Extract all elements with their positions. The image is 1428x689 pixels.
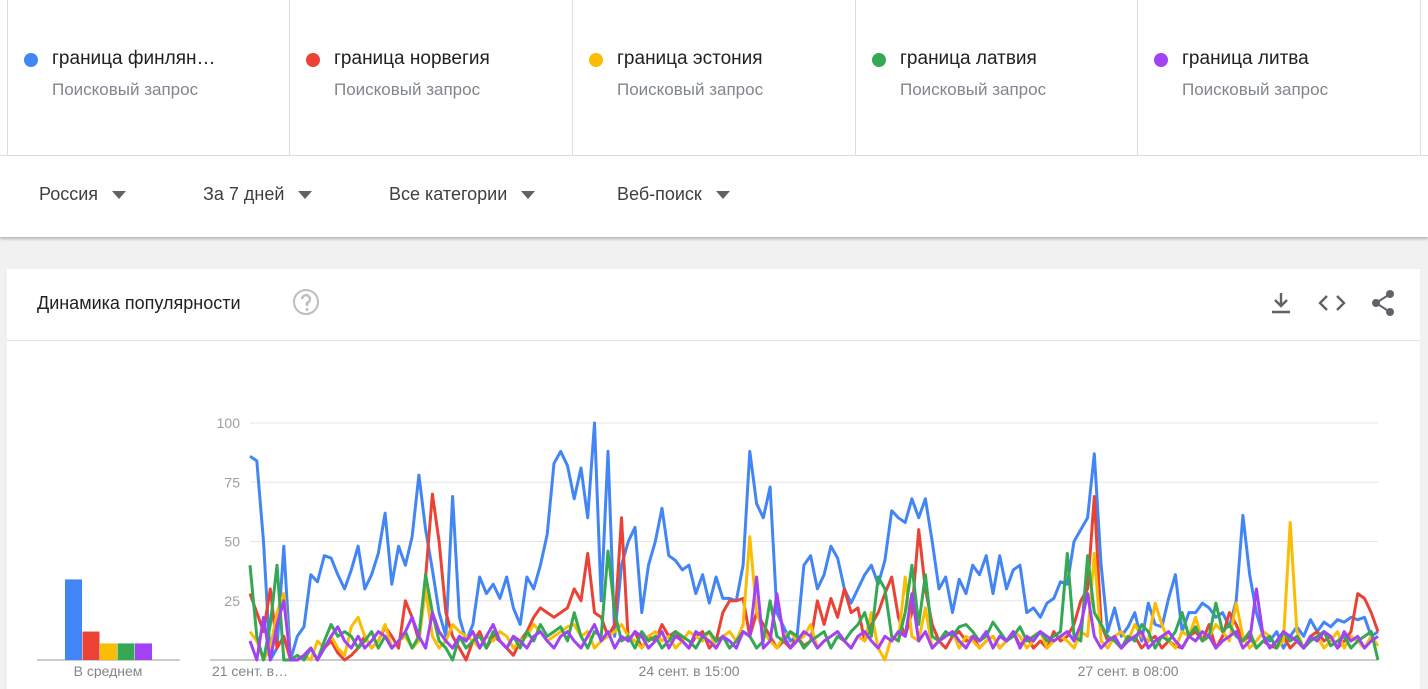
term-tab[interactable]: граница финлян… Поисковый запрос xyxy=(7,0,290,155)
x-tick-label: 27 сент. в 08:00 xyxy=(1078,663,1179,678)
share-icon[interactable] xyxy=(1370,289,1396,317)
embed-icon[interactable] xyxy=(1318,291,1346,315)
search-terms: граница финлян… Поисковый запрос граница … xyxy=(0,0,1428,156)
term-name: граница латвия xyxy=(900,48,1037,69)
term-type: Поисковый запрос xyxy=(900,80,1047,99)
filter-label: Все категории xyxy=(389,184,508,204)
average-bar xyxy=(82,631,100,660)
y-tick-label: 100 xyxy=(217,415,241,431)
y-tick-label: 50 xyxy=(224,534,240,550)
y-tick-label: 25 xyxy=(224,593,240,609)
filter[interactable]: За 7 дней xyxy=(203,184,313,205)
average-bar xyxy=(65,579,82,660)
filter-label: Россия xyxy=(39,184,99,204)
term-tab[interactable]: граница норвегия Поисковый запрос xyxy=(289,0,572,155)
caret xyxy=(715,191,730,200)
term-dot xyxy=(1154,53,1168,67)
average-bar xyxy=(135,643,152,660)
filter-label: За 7 дней xyxy=(203,184,285,204)
term-tab[interactable]: граница латвия Поисковый запрос xyxy=(855,0,1138,155)
term-name: граница норвегия xyxy=(334,48,490,69)
term-name: граница эстония xyxy=(617,48,763,69)
term-dot xyxy=(306,53,320,67)
term-name: граница финлян… xyxy=(52,48,216,69)
filter[interactable]: Россия xyxy=(39,184,127,205)
term-type: Поисковый запрос xyxy=(334,80,481,99)
x-axis-label: В среднем xyxy=(74,663,143,678)
card-title: Динамика популярности xyxy=(37,293,241,313)
term-tab[interactable]: граница эстония Поисковый запрос xyxy=(572,0,855,155)
filter-bar: Россия За 7 дней Все категории Веб-поиск xyxy=(0,156,1428,237)
filter[interactable]: Веб-поиск xyxy=(617,184,730,205)
y-tick-label: 75 xyxy=(224,474,240,490)
trend-line xyxy=(248,575,1379,662)
x-tick-label: 24 сент. в 15:00 xyxy=(639,663,740,678)
term-dot xyxy=(589,53,603,67)
trend-line xyxy=(248,549,1380,662)
term-dot xyxy=(24,53,38,67)
term-type: Поисковый запрос xyxy=(1182,80,1329,99)
trend-line xyxy=(249,421,1379,662)
term-dot xyxy=(872,53,886,67)
term-name: граница литва xyxy=(1182,48,1309,69)
divider xyxy=(7,340,1420,341)
term-type: Поисковый запрос xyxy=(52,80,199,99)
help-icon[interactable] xyxy=(292,288,320,316)
filter[interactable]: Все категории xyxy=(389,184,536,205)
term-tab[interactable]: граница литва Поисковый запрос xyxy=(1137,0,1421,155)
term-type: Поисковый запрос xyxy=(617,80,764,99)
average-bar xyxy=(117,643,135,660)
caret xyxy=(298,191,313,200)
x-tick-label: 21 сент. в… xyxy=(212,663,288,678)
download-icon[interactable] xyxy=(1269,291,1293,315)
caret xyxy=(112,191,127,200)
filter-label: Веб-поиск xyxy=(617,184,702,204)
caret xyxy=(521,191,536,200)
average-bar xyxy=(100,643,117,660)
